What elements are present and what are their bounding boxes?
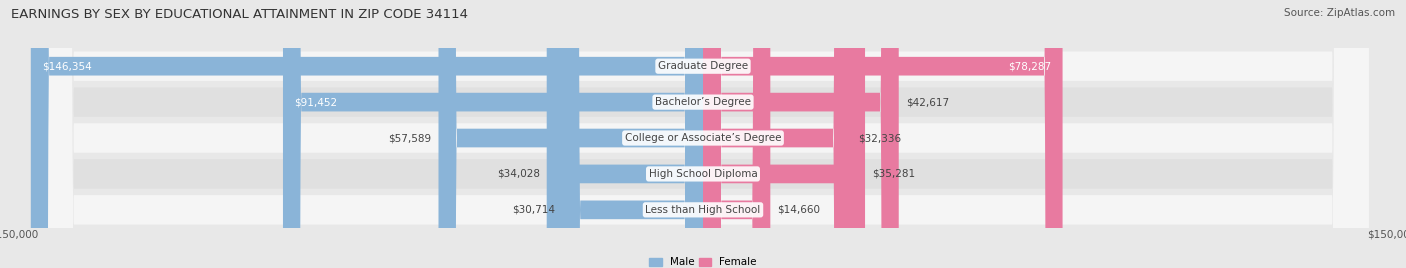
Text: College or Associate’s Degree: College or Associate’s Degree: [624, 133, 782, 143]
FancyBboxPatch shape: [283, 0, 703, 268]
Legend: Male, Female: Male, Female: [650, 258, 756, 267]
Text: Graduate Degree: Graduate Degree: [658, 61, 748, 71]
Text: $30,714: $30,714: [512, 205, 555, 215]
FancyBboxPatch shape: [31, 0, 703, 268]
FancyBboxPatch shape: [562, 0, 703, 268]
Text: $32,336: $32,336: [859, 133, 901, 143]
Text: EARNINGS BY SEX BY EDUCATIONAL ATTAINMENT IN ZIP CODE 34114: EARNINGS BY SEX BY EDUCATIONAL ATTAINMEN…: [11, 8, 468, 21]
Text: Bachelor’s Degree: Bachelor’s Degree: [655, 97, 751, 107]
Text: $146,354: $146,354: [42, 61, 91, 71]
Text: $34,028: $34,028: [496, 169, 540, 179]
Text: $78,287: $78,287: [1008, 61, 1052, 71]
FancyBboxPatch shape: [439, 0, 703, 268]
FancyBboxPatch shape: [703, 0, 865, 268]
FancyBboxPatch shape: [37, 0, 1369, 268]
Text: $14,660: $14,660: [778, 205, 820, 215]
FancyBboxPatch shape: [37, 0, 1369, 268]
Text: $42,617: $42,617: [905, 97, 949, 107]
Text: $91,452: $91,452: [294, 97, 337, 107]
Text: High School Diploma: High School Diploma: [648, 169, 758, 179]
Text: $57,589: $57,589: [388, 133, 432, 143]
FancyBboxPatch shape: [703, 0, 898, 268]
FancyBboxPatch shape: [547, 0, 703, 268]
Text: $35,281: $35,281: [872, 169, 915, 179]
FancyBboxPatch shape: [37, 0, 1369, 268]
FancyBboxPatch shape: [703, 0, 1063, 268]
Text: Source: ZipAtlas.com: Source: ZipAtlas.com: [1284, 8, 1395, 18]
FancyBboxPatch shape: [703, 0, 770, 268]
FancyBboxPatch shape: [703, 0, 852, 268]
FancyBboxPatch shape: [37, 0, 1369, 268]
Text: Less than High School: Less than High School: [645, 205, 761, 215]
FancyBboxPatch shape: [37, 0, 1369, 268]
